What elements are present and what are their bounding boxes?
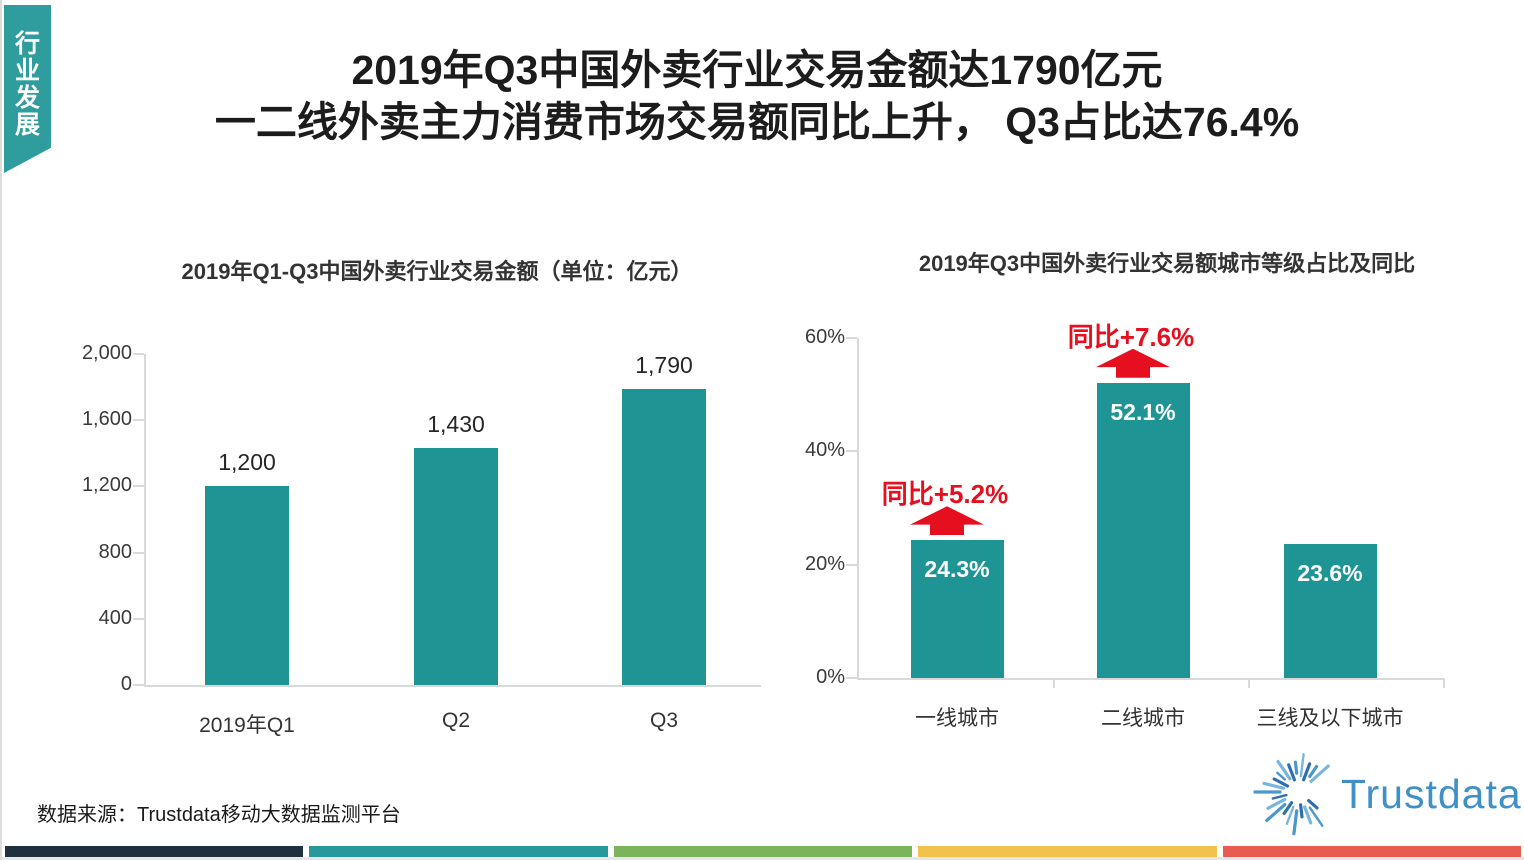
page-title-line1: 2019年Q3中国外卖行业交易金额达1790亿元	[351, 47, 1163, 93]
footer-strip-segment	[918, 846, 1217, 857]
y-axis-tick	[133, 551, 144, 554]
x-category-label: Q3	[649, 709, 678, 732]
bar	[414, 448, 498, 685]
bar	[205, 486, 289, 685]
y-tick-label: 0	[120, 673, 132, 695]
y-axis-tick	[846, 677, 857, 679]
bar-value-label: 1,200	[218, 449, 276, 476]
bar	[1283, 544, 1377, 678]
y-axis-tick	[133, 419, 144, 422]
y-tick-label: 800	[98, 540, 132, 563]
y-tick-label: 1,600	[81, 408, 132, 431]
bar-value-label: 1,430	[427, 411, 485, 438]
yoy-annotation-label: 同比+7.6%	[1067, 321, 1195, 352]
bar	[910, 540, 1004, 678]
logo-wordmark: Trustdata	[1341, 770, 1522, 817]
right-bar-chart: 0% 20% 40% 60% 24.3% 一线城市 52.1% 二线城市 23.6% 三线及以下城…	[805, 322, 1445, 730]
bar	[1096, 382, 1190, 678]
yoy-annotation-label: 同比+5.2%	[881, 479, 1009, 510]
y-axis-tick	[133, 485, 144, 488]
logo-sunburst-icon	[1253, 753, 1330, 836]
y-tick-label: 60%	[804, 326, 845, 348]
footer-color-strip	[5, 846, 1522, 857]
right-chart-title: 2019年Q3中国外卖行业交易额城市等级占比及同比	[918, 251, 1416, 276]
x-axis-tick	[1248, 678, 1250, 688]
y-axis-tick	[133, 684, 144, 686]
bar	[622, 388, 706, 685]
footer-strip-segment	[309, 846, 608, 857]
trustdata-logo: Trustdata	[1247, 750, 1524, 838]
page-title-line2: 一二线外卖主力消费市场交易额同比上升， Q3占比达76.4%	[214, 99, 1300, 145]
y-tick-label: 1,200	[81, 474, 132, 497]
bar-value-label: 23.6%	[1297, 560, 1363, 587]
x-axis-tick	[1053, 678, 1055, 688]
section-ribbon-tab: 行业发展	[4, 5, 51, 173]
y-tick-label: 20%	[804, 552, 845, 575]
y-tick-label: 2,000	[81, 342, 132, 364]
y-axis-tick	[133, 617, 144, 620]
x-category-label: 二线城市	[1101, 707, 1185, 730]
bar-value-label: 52.1%	[1110, 398, 1176, 425]
bar-value-label: 24.3%	[924, 556, 990, 583]
footer-strip-segment	[613, 846, 913, 857]
left-chart-title: 2019年Q1-Q3中国外卖行业交易金额（单位：亿元）	[181, 259, 693, 284]
left-bar-chart: 0 400 800 1,200 1,600 2,000 1,200 2019年Q1 1,430 Q…	[82, 342, 761, 737]
section-ribbon-label: 行业发展	[14, 30, 40, 139]
x-axis-tick	[1443, 678, 1445, 688]
x-category-label: Q2	[441, 709, 470, 732]
footer-strip-segment	[1222, 846, 1522, 857]
bottom-edge	[2, 857, 1524, 860]
y-tick-label: 40%	[804, 439, 845, 462]
x-category-label: 三线及以下城市	[1256, 707, 1404, 730]
bar-value-label: 1,790	[635, 351, 693, 378]
footer-strip-segment	[5, 846, 304, 857]
data-source-note: 数据来源：Trustdata移动大数据监测平台	[37, 804, 401, 826]
page-title: 2019年Q3中国外卖行业交易金额达1790亿元 一二线外卖主力消费市场交易额同…	[62, 44, 1452, 148]
y-tick-label: 0%	[816, 666, 845, 688]
y-axis-tick	[133, 353, 144, 355]
y-axis-tick	[846, 563, 857, 566]
y-axis-tick	[846, 450, 857, 453]
y-axis-tick	[846, 337, 857, 339]
x-category-label: 一线城市	[915, 707, 999, 730]
y-tick-label: 400	[98, 606, 132, 629]
x-category-label: 2019年Q1	[199, 714, 295, 737]
